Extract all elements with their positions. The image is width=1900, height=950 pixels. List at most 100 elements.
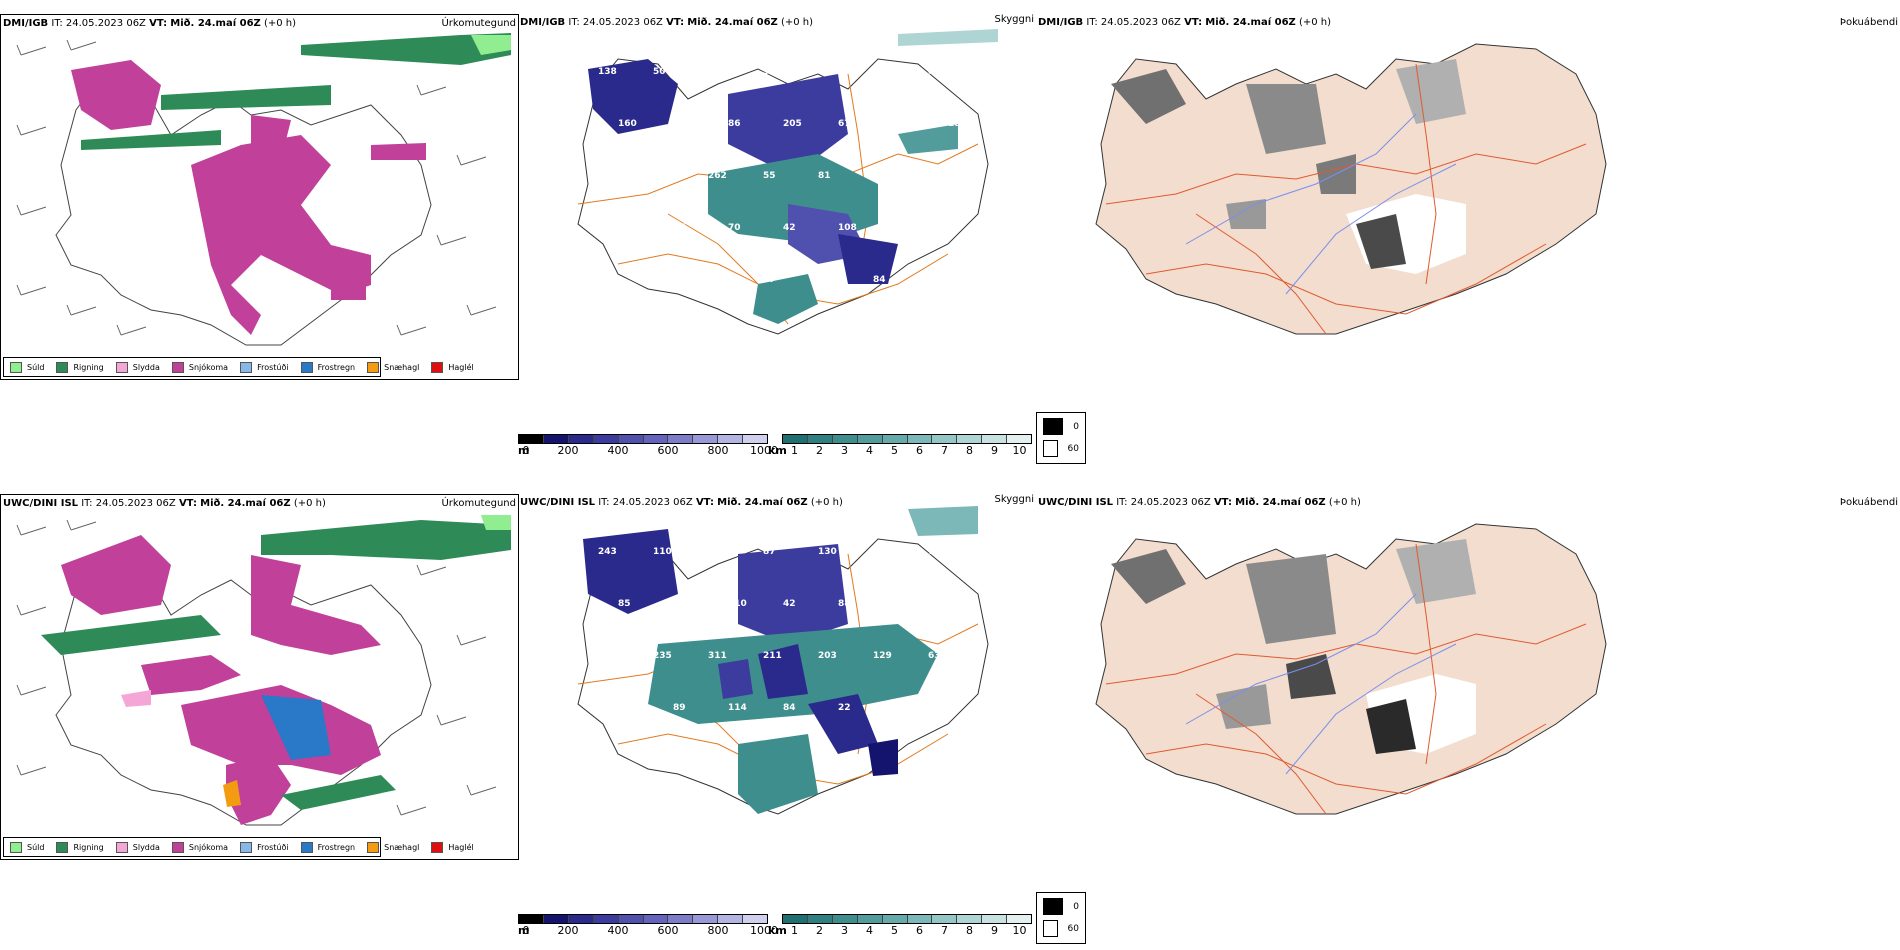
colorbar-swatch [907, 435, 933, 443]
vt-value: Mið. 24.maí 06Z [1205, 17, 1296, 28]
colorbar-swatch [543, 435, 569, 443]
model-name: UWC/DINI ISL [3, 498, 79, 509]
it-label: IT: [598, 497, 610, 508]
colorbar-tick-label: 4 [866, 444, 873, 457]
cloud-base-value: 70 [728, 223, 741, 233]
colorbar-swatches [518, 434, 768, 444]
legend-swatch [1043, 920, 1058, 937]
legend-swatch [10, 841, 22, 853]
cloud-base-value: 162 [673, 119, 692, 129]
it-value: 24.05.2023 06Z [1100, 17, 1181, 28]
cloud-base-value: 96 [673, 599, 686, 609]
fog-panel-row1: DMI/IGB IT: 24.05.2023 06Z VT: Mið. 24.m… [1036, 14, 1900, 376]
colorbar-swatch [668, 435, 694, 443]
colorbar-tick-label: 7 [941, 924, 948, 937]
fog-legend-item: 60 [1043, 920, 1079, 937]
legend-item: Slydda [115, 361, 160, 373]
colorbar-swatch [519, 915, 544, 923]
it-value: 24.05.2023 06Z [1130, 497, 1211, 508]
fog-legend-item: 0 [1043, 418, 1079, 435]
cloud-base-value: 105 [653, 275, 672, 285]
legend-item: Rigning [56, 361, 104, 373]
colorbar-tick-label: 0 [522, 924, 530, 937]
cloud-areas [588, 29, 998, 324]
cloud-labels: 138 50 85 56 100 58 84 160 162 86 205 67 104 188 98 88 2… [598, 67, 967, 285]
cloud-base-value: 92 [873, 547, 886, 557]
precip-type-panel-row2: UWC/DINI ISL IT: 24.05.2023 06Z VT: Mið.… [0, 494, 519, 860]
legend-item: Rigning [56, 841, 104, 853]
cloud-base-value: 201 [598, 651, 617, 661]
cloud-base-value: 97 [763, 275, 776, 285]
legend-item: Snjókoma [171, 841, 228, 853]
colorbar-swatch [593, 915, 619, 923]
cloud-base-value: 73 [928, 547, 941, 557]
legend-item: Haglél [431, 361, 474, 373]
colorbar-tick-label: 5 [891, 444, 898, 457]
fog-legend-row1: 0 60 [1036, 412, 1086, 464]
cloud-base-value: 138 [598, 67, 617, 77]
fog-map-row2 [1095, 523, 1607, 815]
cloud-base-value: 110 [728, 599, 747, 609]
colorbar-swatch [543, 915, 569, 923]
legend-item: Haglél [431, 841, 474, 853]
vt-label: VT: [178, 498, 197, 509]
cloud-base-value: 110 [948, 599, 967, 609]
colorbar-swatch [907, 915, 933, 923]
colorbar-swatches [518, 914, 768, 924]
panel-title: DMI/IGB IT: 24.05.2023 06Z VT: Mið. 24.m… [3, 18, 296, 30]
visibility-unit: km [768, 924, 787, 937]
it-value: 24.05.2023 06Z [65, 18, 146, 29]
fog-label: Þokuábendi [1839, 17, 1898, 28]
cloud-base-value: 87 [763, 547, 776, 557]
precip-type-label: Úrkomutegund [441, 498, 516, 509]
cloud-areas [583, 506, 978, 814]
panel-title: DMI/IGB IT: 24.05.2023 06Z VT: Mið. 24.m… [520, 17, 813, 29]
colorbar-swatch [783, 435, 808, 443]
model-name: UWC/DINI ISL [1038, 497, 1114, 508]
cloud-base-value: 78 [948, 223, 961, 233]
colorbar-swatch [807, 915, 833, 923]
colorbar-swatch [593, 435, 619, 443]
cloud-base-value: 88 [838, 599, 851, 609]
colorbar-tick-label: 3 [841, 444, 848, 457]
legend-item: Frostúði [240, 841, 289, 853]
cloud-base-colorbar-row2: 0 200 400 600 800 1000 [518, 914, 778, 937]
cloud-base-value: 55 [763, 171, 776, 181]
cloud-base-value: 114 [728, 703, 747, 713]
cloud-base-value: 81 [818, 171, 831, 181]
cloud-base-value: 88 [653, 171, 666, 181]
legend-swatch [431, 361, 444, 373]
colorbar-swatch [832, 435, 858, 443]
cloud-base-value: 67 [838, 119, 851, 129]
panel-title: UWC/DINI ISL IT: 24.05.2023 06Z VT: Mið.… [520, 497, 843, 509]
cloud-base-value: 42 [783, 223, 796, 233]
iceland-outline [55, 549, 432, 826]
it-value: 24.05.2023 06Z [612, 497, 693, 508]
colorbar-tick-label: 6 [916, 444, 923, 457]
cloud-base-value: 29 [893, 703, 906, 713]
colorbar-swatch [857, 915, 883, 923]
cloud-base-value: 262 [708, 171, 727, 181]
cloud-base-value: 98 [598, 171, 611, 181]
cloud-base-value: 104 [893, 119, 912, 129]
vt-value: Mið. 24.maí 06Z [200, 498, 291, 509]
fog-panel-row2: UWC/DINI ISL IT: 24.05.2023 06Z VT: Mið.… [1036, 494, 1900, 856]
it-label: IT: [51, 18, 63, 29]
cloud-labels: 243 110 27 87 130 92 73 85 96 110 42 88 118 110 201 235… [598, 547, 967, 765]
legend-item: Slydda [115, 841, 160, 853]
legend-swatch [1043, 418, 1064, 435]
vt-label: VT: [695, 497, 714, 508]
panel-title: UWC/DINI ISL IT: 24.05.2023 06Z VT: Mið.… [3, 498, 326, 510]
cloud-base-value: 205 [783, 119, 802, 129]
cloud-base-value: 84 [948, 703, 961, 713]
vt-value: Mið. 24.maí 06Z [170, 18, 261, 29]
colorbar-swatch [1007, 435, 1032, 443]
colorbar-tick-label: 10 [1012, 924, 1027, 937]
cloud-base-value: 243 [598, 547, 617, 557]
cloud-label: Skyggni [994, 14, 1034, 25]
cloud-map-row1: 138 50 85 56 100 58 84 160 162 86 205 67 104 188 98 88 2… [577, 29, 998, 335]
it-value: 24.05.2023 06Z [582, 17, 663, 28]
cloud-base-value: 50 [653, 67, 666, 77]
cloud-panel-row2: 243 110 27 87 130 92 73 85 96 110 42 88 118 110 201 235… [518, 494, 1036, 856]
cloud-base-value: 264 [818, 275, 837, 285]
